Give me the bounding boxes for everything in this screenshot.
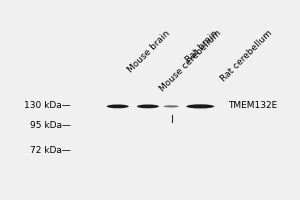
Text: Rat cerebellum: Rat cerebellum bbox=[219, 29, 274, 84]
Text: TMEM132E: TMEM132E bbox=[228, 101, 278, 110]
Text: Mouse brain: Mouse brain bbox=[126, 29, 172, 74]
Ellipse shape bbox=[107, 104, 129, 108]
Text: 72 kDa—: 72 kDa— bbox=[30, 146, 71, 155]
Ellipse shape bbox=[186, 104, 214, 108]
Text: 130 kDa—: 130 kDa— bbox=[25, 101, 71, 110]
Ellipse shape bbox=[164, 105, 179, 107]
Text: Rat brain: Rat brain bbox=[184, 29, 220, 64]
Text: 95 kDa—: 95 kDa— bbox=[30, 121, 71, 130]
Ellipse shape bbox=[137, 104, 159, 108]
Text: Mouse cerebellum: Mouse cerebellum bbox=[158, 29, 224, 94]
